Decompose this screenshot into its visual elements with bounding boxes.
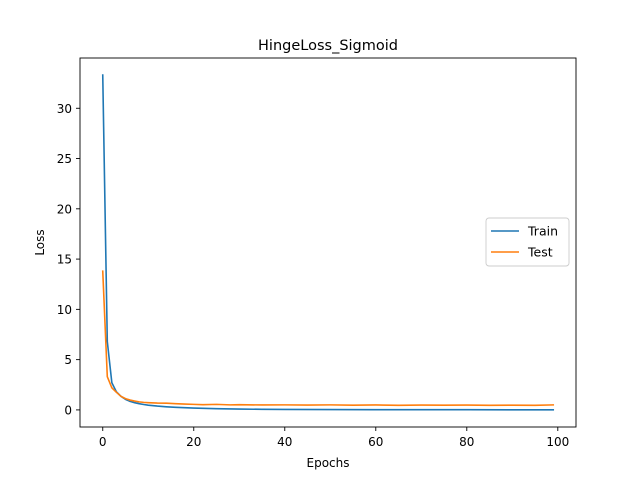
y-tick-label: 10 — [57, 303, 72, 317]
chart-title: HingeLoss_Sigmoid — [258, 38, 398, 54]
y-axis-label: Loss — [33, 229, 47, 255]
x-tick-label: 40 — [277, 435, 292, 449]
x-tick-label: 80 — [459, 435, 474, 449]
tick-layer: 0 20 40 60 80 100 0 5 10 15 20 25 30 — [57, 102, 570, 449]
x-axis-label: Epochs — [307, 456, 350, 470]
y-tick-label: 15 — [57, 253, 72, 267]
y-tick-label: 30 — [57, 102, 72, 116]
series-layer — [101, 74, 555, 411]
legend: Train Test — [485, 217, 570, 267]
plot-frame — [79, 57, 577, 428]
series-line-test — [101, 270, 555, 407]
x-tick-label: 0 — [99, 435, 107, 449]
x-tick-label: 20 — [186, 435, 201, 449]
y-tick-label: 20 — [57, 202, 72, 216]
x-tick-label: 60 — [368, 435, 383, 449]
legend-label-test: Test — [527, 245, 553, 260]
x-tick-label: 100 — [546, 435, 569, 449]
y-tick-label: 5 — [64, 353, 72, 367]
legend-label-train: Train — [527, 224, 558, 239]
legend-box — [485, 217, 570, 267]
y-tick-label: 0 — [64, 403, 72, 417]
y-tick-label: 25 — [57, 152, 72, 166]
